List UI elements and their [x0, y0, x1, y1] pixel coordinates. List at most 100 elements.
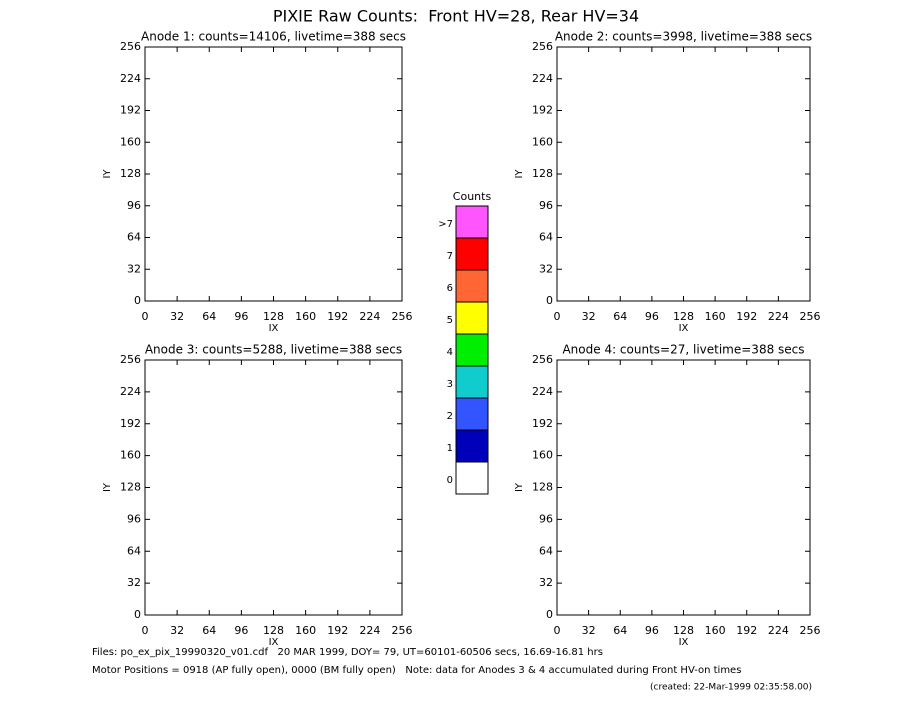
y-tick-label: 64 — [127, 544, 141, 557]
y-tick-label: 256 — [532, 353, 553, 366]
plot-frame — [144, 46, 403, 302]
x-tick-label: 128 — [673, 310, 694, 323]
colorbar-swatch — [455, 461, 489, 495]
y-tick-label: 128 — [532, 167, 553, 180]
y-tick-label: 96 — [127, 199, 141, 212]
y-tick-label: 0 — [134, 608, 141, 621]
x-tick-label: 32 — [170, 624, 184, 637]
y-tick-label: 256 — [532, 40, 553, 53]
y-axis-label: IY — [102, 482, 113, 492]
x-tick-label: 128 — [673, 624, 694, 637]
plot-frame — [144, 359, 403, 616]
x-tick-label: 256 — [392, 624, 413, 637]
x-tick-label: 32 — [582, 624, 596, 637]
colorbar-swatch — [455, 333, 489, 367]
x-tick-label: 128 — [263, 624, 284, 637]
y-tick-label: 192 — [532, 104, 553, 117]
x-tick-label: 256 — [800, 624, 821, 637]
x-tick-label: 64 — [613, 310, 627, 323]
colorbar-label: 7 — [447, 251, 453, 262]
footer-files: Files: po_ex_pix_19990320_v01.cdf 20 MAR… — [92, 647, 603, 658]
x-tick-label: 192 — [327, 624, 348, 637]
y-tick-label: 192 — [120, 417, 141, 430]
y-tick-label: 64 — [127, 231, 141, 244]
colorbar-label: 6 — [447, 283, 453, 294]
x-tick-label: 224 — [768, 624, 789, 637]
x-tick-label: 0 — [142, 624, 149, 637]
colorbar-label: >7 — [438, 219, 453, 230]
y-tick-label: 224 — [532, 385, 553, 398]
panel-title: Anode 3: counts=5288, livetime=388 secs — [145, 343, 402, 357]
colorbar-title: Counts — [453, 190, 492, 203]
x-tick-label: 224 — [768, 310, 789, 323]
y-tick-label: 160 — [532, 135, 553, 148]
x-tick-label: 224 — [359, 310, 380, 323]
y-tick-label: 256 — [120, 353, 141, 366]
y-axis-label: IY — [102, 169, 113, 179]
y-tick-label: 160 — [532, 449, 553, 462]
y-axis-label: IY — [514, 482, 525, 492]
y-tick-label: 192 — [532, 417, 553, 430]
colorbar-swatch — [455, 205, 489, 239]
footer-created: (created: 22-Mar-1999 02:35:58.00) — [650, 683, 812, 693]
y-tick-label: 128 — [120, 167, 141, 180]
page-title: PIXIE Raw Counts: Front HV=28, Rear HV=3… — [273, 7, 639, 26]
y-tick-label: 160 — [120, 449, 141, 462]
colorbar-swatch — [455, 397, 489, 431]
y-tick-label: 32 — [539, 262, 553, 275]
y-tick-label: 96 — [539, 512, 553, 525]
x-tick-label: 256 — [800, 310, 821, 323]
x-tick-label: 64 — [202, 310, 216, 323]
x-axis-label: IX — [269, 637, 279, 648]
colorbar-label: 0 — [447, 475, 453, 486]
plot-frame — [556, 359, 811, 616]
y-axis-label: IY — [514, 169, 525, 179]
x-tick-label: 0 — [554, 310, 561, 323]
x-tick-label: 64 — [202, 624, 216, 637]
x-tick-label: 32 — [582, 310, 596, 323]
colorbar-label: 4 — [447, 347, 453, 358]
panel-title: Anode 4: counts=27, livetime=388 secs — [562, 343, 804, 357]
y-tick-label: 160 — [120, 135, 141, 148]
x-tick-label: 96 — [645, 624, 659, 637]
y-tick-label: 224 — [120, 72, 141, 85]
y-tick-label: 64 — [539, 544, 553, 557]
colorbar-label: 5 — [447, 315, 453, 326]
colorbar-swatch — [455, 237, 489, 271]
x-tick-label: 160 — [295, 310, 316, 323]
colorbar-label: 1 — [447, 443, 453, 454]
x-tick-label: 160 — [295, 624, 316, 637]
colorbar-swatch — [455, 429, 489, 463]
y-tick-label: 192 — [120, 104, 141, 117]
x-tick-label: 32 — [170, 310, 184, 323]
x-tick-label: 256 — [392, 310, 413, 323]
y-tick-label: 256 — [120, 40, 141, 53]
y-tick-label: 32 — [539, 576, 553, 589]
y-tick-label: 0 — [134, 294, 141, 307]
x-axis-label: IX — [679, 323, 689, 334]
y-tick-label: 224 — [120, 385, 141, 398]
colorbar-swatch — [455, 365, 489, 399]
panel-title: Anode 1: counts=14106, livetime=388 secs — [141, 30, 406, 44]
y-tick-label: 32 — [127, 576, 141, 589]
colorbar-swatch — [455, 269, 489, 303]
x-tick-label: 192 — [736, 310, 757, 323]
x-tick-label: 128 — [263, 310, 284, 323]
plot-frame — [556, 46, 811, 302]
x-tick-label: 96 — [645, 310, 659, 323]
x-tick-label: 160 — [705, 310, 726, 323]
x-tick-label: 192 — [736, 624, 757, 637]
y-tick-label: 128 — [532, 481, 553, 494]
y-tick-label: 96 — [539, 199, 553, 212]
colorbar-swatch — [455, 301, 489, 335]
y-tick-label: 0 — [546, 294, 553, 307]
y-tick-label: 96 — [127, 512, 141, 525]
footer-motor: Motor Positions = 0918 (AP fully open), … — [92, 665, 741, 676]
y-tick-label: 224 — [532, 72, 553, 85]
x-axis-label: IX — [679, 637, 689, 648]
colorbar-label: 2 — [447, 411, 453, 422]
y-tick-label: 64 — [539, 231, 553, 244]
y-tick-label: 0 — [546, 608, 553, 621]
x-tick-label: 192 — [327, 310, 348, 323]
